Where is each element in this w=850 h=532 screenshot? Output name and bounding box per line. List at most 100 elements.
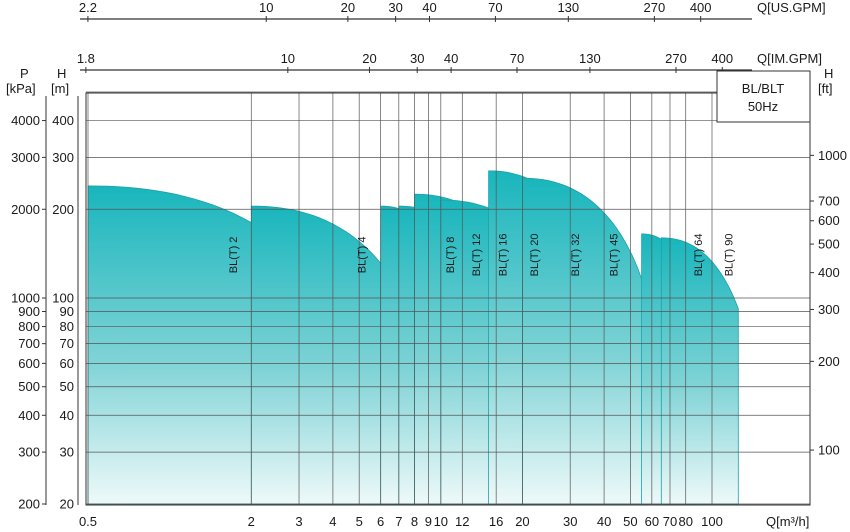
im-gpm-tick-10: 10 [281, 51, 295, 66]
x-tick-100: 100 [701, 514, 723, 529]
x-tick-8: 8 [411, 514, 418, 529]
x-tick-4: 4 [329, 514, 336, 529]
x-axis-label: Q[m³/h] [766, 514, 809, 529]
x-tick-6: 6 [377, 514, 384, 529]
model-legend-box: BL/BLT 50Hz [716, 70, 811, 123]
series-label-9: BL(T) 64 [693, 233, 705, 276]
im-gpm-tick-30: 30 [410, 51, 424, 66]
ft-tick-200: 200 [818, 354, 840, 369]
ft-tick-1000: 1000 [818, 148, 847, 163]
series-label-4: BL(T) 12 [471, 233, 483, 276]
x-tick-9: 9 [425, 514, 432, 529]
series-label-8: BL(T) 45 [609, 234, 621, 277]
kpa-tick-1000: 1000 [11, 291, 40, 306]
kpa-tick-2000: 2000 [11, 202, 40, 217]
x-tick-10: 10 [434, 514, 448, 529]
kpa-tick-800: 800 [18, 319, 40, 334]
im-gpm-tick-400: 400 [711, 51, 733, 66]
kpa-tick-200: 200 [18, 497, 40, 512]
m-tick-40: 40 [60, 408, 74, 423]
m-tick-80: 80 [60, 319, 74, 334]
m-axis-label-bottom: [m] [51, 81, 69, 96]
m-tick-70: 70 [60, 336, 74, 351]
m-tick-20: 20 [60, 497, 74, 512]
ft-tick-100: 100 [818, 443, 840, 458]
im-gpm-tick-40: 40 [444, 51, 458, 66]
series-area-10 [660, 237, 739, 505]
pump-curve-areas [87, 170, 739, 505]
series-label-1: BL(T) 2 [228, 237, 240, 274]
series-label-10: BL(T) 90 [723, 233, 735, 276]
kpa-tick-400: 400 [18, 408, 40, 423]
series-label-2: BL(T) 4 [356, 237, 368, 274]
grid-lines [45, 18, 811, 506]
m-tick-60: 60 [60, 356, 74, 371]
x-tick-3: 3 [295, 514, 302, 529]
x-tick-50: 50 [623, 514, 637, 529]
x-tick-2: 2 [248, 514, 255, 529]
ft-tick-600: 600 [818, 213, 840, 228]
x-tick-16: 16 [489, 514, 503, 529]
ft-tick-400: 400 [818, 265, 840, 280]
x-tick-7: 7 [395, 514, 402, 529]
kpa-tick-600: 600 [18, 356, 40, 371]
kpa-tick-4000: 4000 [11, 113, 40, 128]
ft-tick-500: 500 [818, 237, 840, 252]
us-gpm-tick-10: 10 [259, 0, 273, 15]
im-gpm-tick-130: 130 [579, 51, 601, 66]
kpa-tick-900: 900 [18, 304, 40, 319]
us-gpm-axis-label: Q[US.GPM] [757, 0, 826, 15]
series-label-5: BL(T) 16 [498, 233, 510, 276]
m-tick-400: 400 [52, 113, 74, 128]
series-labels: BL(T) 2 BL(T) 4 BL(T) 8 BL(T) 12 BL(T) 16 BL(… [228, 233, 736, 276]
series-label-3: BL(T) 8 [445, 237, 457, 274]
im-gpm-tick-270: 270 [665, 51, 687, 66]
x-tick-12: 12 [455, 514, 469, 529]
series-label-7: BL(T) 32 [570, 234, 582, 277]
kpa-tick-500: 500 [18, 379, 40, 394]
m-tick-100: 100 [52, 291, 74, 306]
m-tick-50: 50 [60, 379, 74, 394]
im-gpm-tick-20: 20 [362, 51, 376, 66]
us-gpm-tick-20: 20 [341, 0, 355, 15]
im-gpm-tick-70: 70 [510, 51, 524, 66]
ft-tick-300: 300 [818, 302, 840, 317]
legend-frequency: 50Hz [748, 99, 778, 114]
x-tick-60: 60 [645, 514, 659, 529]
us-gpm-tick-30: 30 [388, 0, 402, 15]
ft-tick-700: 700 [818, 194, 840, 209]
series-area-8 [522, 177, 649, 505]
kpa-axis-label-bottom: [kPa] [6, 81, 36, 96]
m-axis-label-top: H [57, 66, 66, 81]
x-tick-40: 40 [597, 514, 611, 529]
m-tick-30: 30 [60, 445, 74, 460]
kpa-tick-700: 700 [18, 336, 40, 351]
x-tick-80: 80 [678, 514, 692, 529]
x-tick-70: 70 [663, 514, 677, 529]
im-gpm-tick-1.8: 1.8 [77, 51, 95, 66]
us-gpm-tick-70: 70 [488, 0, 502, 15]
us-gpm-tick-130: 130 [557, 0, 579, 15]
ft-axis-label-bottom: [ft] [818, 81, 832, 96]
legend-model: BL/BLT [742, 81, 784, 96]
x-tick-5: 5 [356, 514, 363, 529]
x-tick-0.5: 0.5 [79, 514, 97, 529]
us-gpm-tick-270: 270 [644, 0, 666, 15]
kpa-tick-3000: 3000 [11, 150, 40, 165]
series-label-6: BL(T) 20 [529, 234, 541, 277]
x-tick-30: 30 [563, 514, 577, 529]
us-gpm-tick-40: 40 [422, 0, 436, 15]
m-tick-300: 300 [52, 150, 74, 165]
us-gpm-tick-400: 400 [690, 0, 712, 15]
legend-frame [716, 70, 811, 123]
us-gpm-tick-2.2: 2.2 [79, 0, 97, 15]
m-tick-90: 90 [60, 304, 74, 319]
im-gpm-axis-label: Q[IM.GPM] [757, 51, 822, 66]
x-tick-20: 20 [515, 514, 529, 529]
kpa-tick-300: 300 [18, 445, 40, 460]
kpa-axis-label-top: P [20, 66, 29, 81]
m-tick-200: 200 [52, 202, 74, 217]
ft-axis-label-top: H [824, 66, 833, 81]
